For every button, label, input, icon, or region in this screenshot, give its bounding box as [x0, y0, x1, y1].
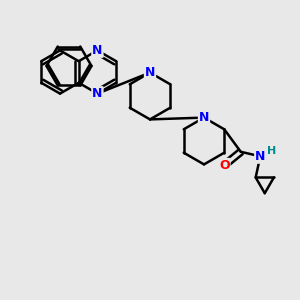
Text: N: N — [92, 44, 103, 57]
Text: H: H — [267, 146, 276, 156]
Text: N: N — [255, 150, 266, 163]
Text: N: N — [145, 66, 155, 79]
Text: N: N — [92, 87, 103, 100]
Text: N: N — [199, 111, 209, 124]
Text: O: O — [219, 159, 230, 172]
